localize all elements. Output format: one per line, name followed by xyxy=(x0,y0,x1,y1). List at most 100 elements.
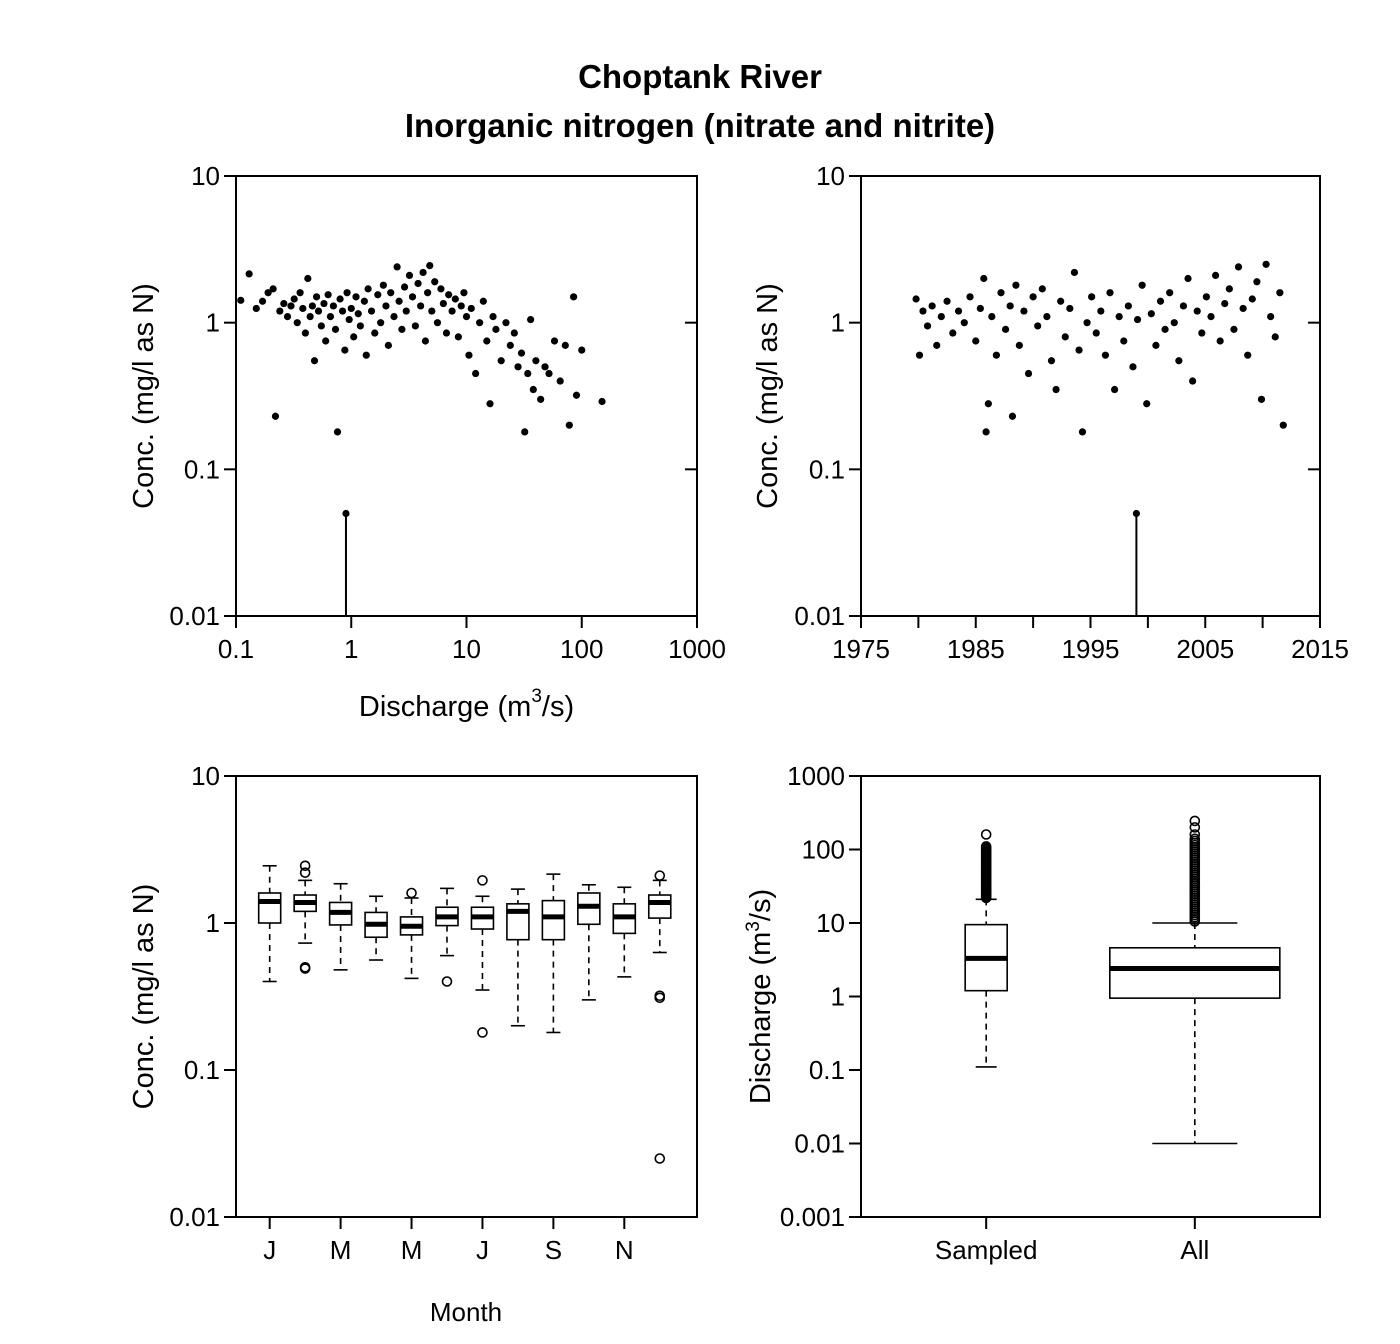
p1-data-point xyxy=(442,329,451,337)
p1-data-point xyxy=(290,295,298,303)
p1-data-point xyxy=(545,369,553,378)
p1-data-point xyxy=(393,263,401,271)
p2-data-point xyxy=(1198,329,1206,337)
p1-data-point xyxy=(395,297,403,305)
p1-data-point xyxy=(338,307,347,315)
p2-x-tick-label: 1995 xyxy=(1062,634,1120,664)
p1-data-point xyxy=(479,297,487,305)
p3-x-tick-label: S xyxy=(545,1235,562,1265)
p1-x-tick-label: 100 xyxy=(560,634,603,664)
p1-data-point xyxy=(405,271,414,280)
p1-data-point xyxy=(308,302,316,310)
p1-data-point xyxy=(269,285,277,293)
p4-y-tick-label: 1 xyxy=(831,982,845,1012)
p1-x-axis-label: Discharge (m3/s) xyxy=(359,686,574,723)
p3-box xyxy=(257,892,282,924)
p1-x-tick-label: 1 xyxy=(344,634,358,664)
p1-data-point xyxy=(561,341,569,349)
p4-y-tick-label: 0.001 xyxy=(780,1202,845,1232)
p2-data-point xyxy=(923,322,932,330)
p1-data-point xyxy=(598,397,606,406)
p2-data-point xyxy=(1267,312,1275,321)
p4-outlier xyxy=(1189,833,1201,845)
p1-data-point xyxy=(408,293,417,301)
p2-data-point xyxy=(1211,271,1220,280)
p3-outlier xyxy=(654,992,666,1004)
p2-data-point xyxy=(1124,302,1132,310)
p1-data-point xyxy=(451,295,459,303)
p1-data-point xyxy=(354,310,362,318)
p1-data-point xyxy=(497,357,505,365)
p2-data-point xyxy=(1088,293,1096,301)
p1-y-tick-label: 0.1 xyxy=(184,454,220,484)
p2-data-point xyxy=(1202,293,1210,301)
p2-data-point xyxy=(1221,299,1229,308)
p1-data-point xyxy=(299,304,307,313)
p3-outlier xyxy=(654,870,666,881)
p2-data-point xyxy=(1271,333,1279,341)
p1-plot-frame xyxy=(235,175,698,617)
p1-data-point xyxy=(343,289,351,297)
p2-data-point xyxy=(937,312,945,321)
p3-x-tick-label: J xyxy=(476,1235,489,1265)
p2-y-tick-label: 1 xyxy=(831,308,845,338)
p1-data-point xyxy=(426,261,434,270)
p1-data-point xyxy=(472,369,480,378)
p1-data-point xyxy=(433,319,442,327)
p1-data-point xyxy=(350,333,358,341)
p4-y-tick-label: 10 xyxy=(816,908,845,938)
p1-data-point xyxy=(460,289,468,297)
p1-data-point xyxy=(364,285,372,293)
p1-data-point xyxy=(345,315,353,324)
p1-data-point xyxy=(532,357,540,365)
p1-data-point xyxy=(483,337,491,345)
p2-data-point xyxy=(1225,285,1233,293)
p1-data-point xyxy=(419,268,427,277)
p1-data-point xyxy=(367,307,376,315)
p2-data-point xyxy=(919,307,927,315)
p1-data-point xyxy=(390,312,398,321)
p1-data-point xyxy=(374,291,382,299)
p1-data-point xyxy=(510,329,518,337)
p3-outlier xyxy=(441,976,453,987)
p2-data-point xyxy=(1101,351,1110,359)
p1-x-tick-label: 1000 xyxy=(668,634,726,664)
p2-data-point xyxy=(1070,268,1079,277)
p1-data-point xyxy=(492,325,500,333)
p4-outlier xyxy=(980,829,992,840)
p1-data-point xyxy=(428,307,436,315)
p2-data-point xyxy=(1052,385,1060,394)
p1-data-point xyxy=(578,346,586,354)
p1-data-point xyxy=(411,322,419,330)
p2-data-point xyxy=(1047,357,1056,365)
p1-data-point xyxy=(417,302,425,310)
p2-data-point xyxy=(1147,310,1155,318)
p2-data-point xyxy=(1262,260,1270,268)
p2-data-point xyxy=(954,307,963,315)
p1-data-point xyxy=(304,274,312,283)
p2-data-point xyxy=(1276,289,1284,297)
p1-data-point xyxy=(341,346,349,354)
p3-y-axis-label: Conc. (mg/l as N) xyxy=(128,884,160,1110)
p2-data-point xyxy=(1239,304,1247,313)
panel-discharge-box: 0.001 0.01 0.1 1 10 100 1000 Sampled All Discharg… xyxy=(743,761,1321,1265)
p2-x-tick-label: 2015 xyxy=(1291,634,1349,664)
p1-y-tick-label: 1 xyxy=(206,308,220,338)
p2-data-point xyxy=(1038,285,1046,293)
p2-data-point xyxy=(1061,333,1069,341)
chart-title-line2: Inorganic nitrogen (nitrate and nitrite) xyxy=(404,107,996,144)
p1-data-point xyxy=(402,307,410,315)
p1-data-point xyxy=(287,302,295,310)
p1-data-point xyxy=(524,369,532,378)
p3-y-tick-label: 0.01 xyxy=(169,1202,220,1232)
p1-data-point xyxy=(454,333,462,341)
p1-data-point xyxy=(362,351,370,359)
p1-data-point xyxy=(421,337,430,345)
p4-outlier xyxy=(1189,822,1201,833)
p1-data-point xyxy=(527,315,535,324)
p2-data-point xyxy=(928,302,936,310)
p1-data-point xyxy=(322,337,330,345)
p4-y-axis-label: Discharge (m3/s) xyxy=(743,889,777,1104)
